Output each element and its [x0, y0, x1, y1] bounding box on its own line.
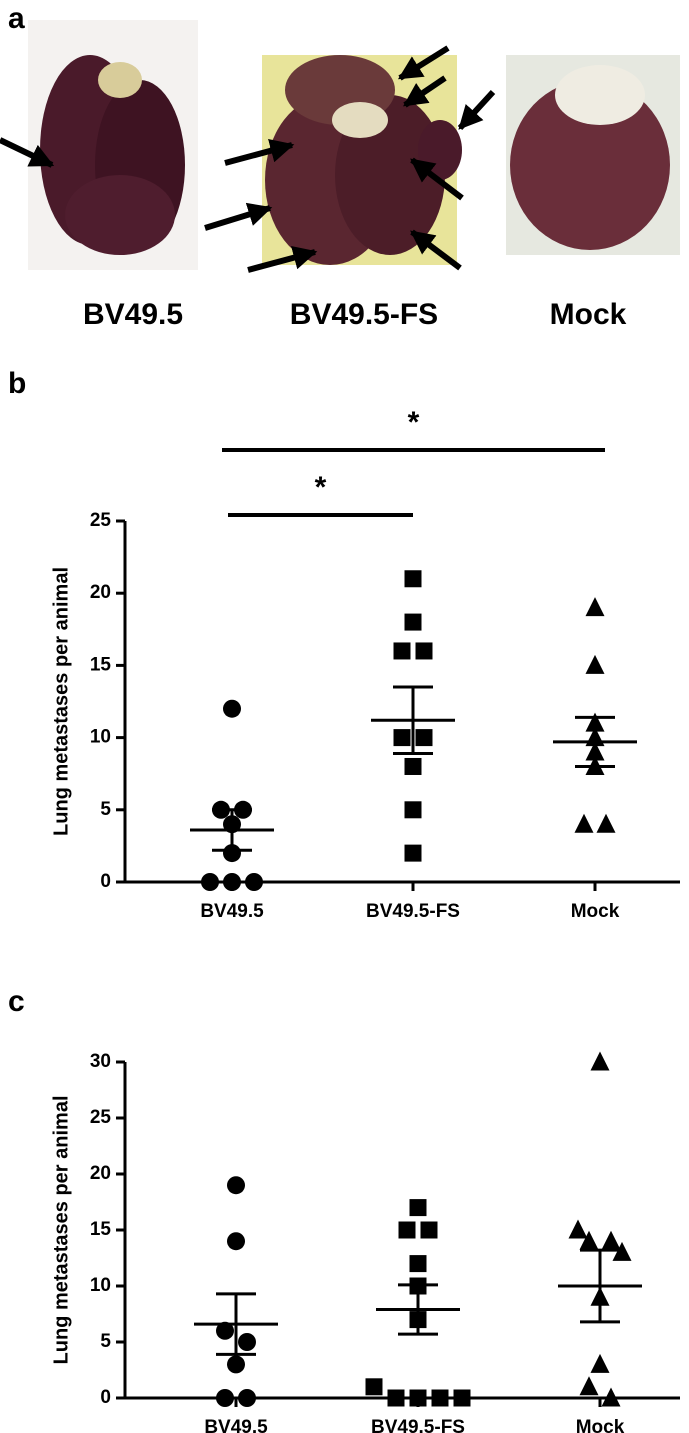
x-tick-label: Mock [576, 1417, 625, 1433]
panel-label: b [8, 367, 26, 400]
y-tick-label: 0 [100, 1387, 111, 1408]
data-point [216, 1321, 234, 1340]
photo-label: BV49.5 [83, 298, 183, 331]
y-tick-label: 5 [100, 1331, 111, 1352]
data-point [590, 1051, 610, 1071]
y-axis-label: Lung metastases per animal [50, 567, 72, 836]
data-point [238, 1333, 256, 1351]
data-point [216, 1389, 234, 1407]
y-tick-label: 0 [100, 871, 111, 892]
data-point [223, 844, 241, 863]
data-point [393, 729, 411, 747]
data-point [596, 813, 616, 833]
data-point [201, 873, 219, 891]
y-tick-label: 20 [90, 582, 111, 603]
data-point [404, 613, 422, 631]
x-tick-label: BV49.5-FS [366, 901, 460, 922]
data-point [420, 1221, 438, 1239]
data-point [415, 642, 433, 660]
photo [28, 20, 198, 270]
data-point [404, 801, 422, 819]
x-tick-label: Mock [571, 901, 620, 922]
data-point [409, 1389, 427, 1407]
significance-star: * [408, 406, 420, 439]
data-point [415, 729, 433, 747]
data-point [568, 1219, 588, 1239]
data-point [227, 1355, 245, 1374]
y-tick-label: 15 [90, 1219, 112, 1240]
y-tick-label: 25 [90, 1107, 112, 1128]
data-point [365, 1378, 383, 1396]
data-point [404, 570, 422, 588]
y-axis-label: Lung metastases per animal [50, 1096, 72, 1365]
data-point [579, 1376, 599, 1396]
photo-label: BV49.5-FS [290, 298, 438, 331]
data-point [245, 873, 263, 891]
y-tick-label: 15 [90, 654, 112, 675]
data-point [590, 1353, 610, 1373]
data-point [453, 1389, 471, 1407]
data-point [612, 1241, 632, 1261]
y-tick-label: 10 [90, 727, 111, 748]
panel-label: a [8, 2, 25, 35]
y-tick-label: 30 [90, 1051, 111, 1072]
y-tick-label: 20 [90, 1163, 111, 1184]
y-tick-label: 5 [100, 799, 111, 820]
y-tick-label: 25 [90, 510, 112, 531]
x-tick-label: BV49.5-FS [371, 1417, 465, 1433]
data-point [409, 1255, 427, 1273]
data-point [404, 844, 422, 862]
x-tick-label: BV49.5 [204, 1417, 268, 1433]
arrows [0, 45, 496, 273]
y-tick-label: 10 [90, 1275, 111, 1296]
data-point [227, 1232, 245, 1251]
data-point [585, 597, 605, 617]
data-point [601, 1387, 621, 1407]
photo-label: Mock [550, 298, 627, 331]
data-point [393, 642, 411, 660]
photo [506, 55, 680, 255]
data-point [585, 654, 605, 674]
data-point [404, 757, 422, 775]
data-point [227, 1176, 245, 1195]
x-tick-label: BV49.5 [200, 901, 264, 922]
data-point [238, 1389, 256, 1407]
panel-label: c [8, 985, 25, 1018]
data-point [601, 1230, 621, 1250]
data-point [431, 1389, 449, 1407]
data-point [223, 873, 241, 891]
data-point [398, 1221, 416, 1239]
significance-star: * [315, 471, 327, 504]
data-point [579, 1230, 599, 1250]
data-point [387, 1389, 405, 1407]
data-point [409, 1199, 427, 1217]
data-point [223, 699, 241, 718]
data-point [574, 813, 594, 833]
